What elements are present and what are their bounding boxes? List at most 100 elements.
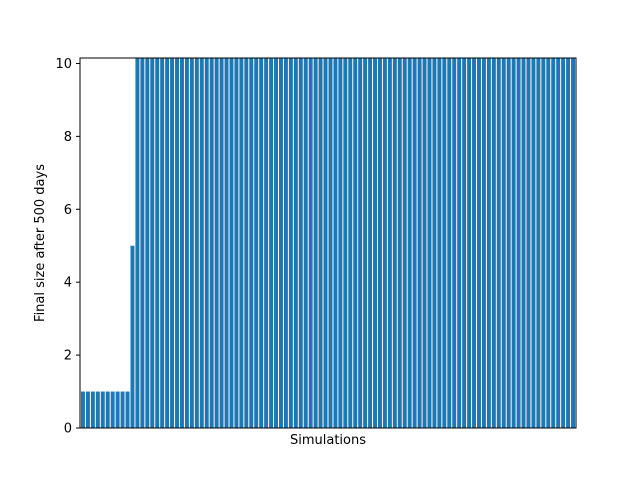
bar <box>298 58 303 428</box>
bar <box>85 391 90 428</box>
bar <box>274 58 278 428</box>
bar <box>80 391 85 428</box>
bar <box>293 58 298 428</box>
y-tick-label: 6 <box>64 203 72 218</box>
bar <box>110 391 115 428</box>
bar <box>95 391 100 428</box>
bar <box>541 58 546 428</box>
bar <box>189 58 194 428</box>
bar <box>462 58 467 428</box>
bar <box>179 58 184 428</box>
bar <box>447 58 452 428</box>
bar <box>125 391 130 428</box>
bar <box>219 58 224 428</box>
bar <box>234 58 239 428</box>
bar <box>145 58 150 428</box>
bar <box>521 58 526 428</box>
bar <box>328 58 333 428</box>
x-axis-label: Simulations <box>290 433 366 448</box>
bar <box>407 58 412 428</box>
bar <box>90 391 95 428</box>
bar <box>155 58 160 428</box>
bar <box>501 58 506 428</box>
bar <box>402 58 407 428</box>
bar <box>214 58 219 428</box>
bar <box>303 58 308 428</box>
bar <box>130 245 135 428</box>
bar <box>229 58 234 428</box>
bar <box>308 58 313 428</box>
y-axis-ticks: 0 2 4 6 8 10 <box>55 57 80 437</box>
bar <box>556 58 561 428</box>
y-tick-label: 10 <box>55 57 72 72</box>
bar <box>249 58 254 428</box>
bar <box>432 58 437 428</box>
bar <box>516 58 521 428</box>
bar <box>496 58 501 428</box>
bar <box>105 391 110 428</box>
bar <box>353 58 358 428</box>
bar <box>254 58 259 428</box>
bar <box>378 58 382 428</box>
bar <box>160 58 165 428</box>
y-tick-label: 4 <box>64 276 72 291</box>
bar <box>120 391 125 428</box>
bar <box>318 58 323 428</box>
bar <box>150 58 155 428</box>
bar <box>358 58 363 428</box>
bar <box>551 58 556 428</box>
bar <box>506 58 511 428</box>
bar <box>278 58 283 428</box>
bar <box>571 58 576 428</box>
bar <box>338 58 343 428</box>
bar <box>452 58 457 428</box>
bar <box>561 58 566 428</box>
bar <box>175 58 179 428</box>
bar <box>382 58 387 428</box>
bar <box>397 58 402 428</box>
bar <box>333 58 338 428</box>
bar <box>546 58 551 428</box>
bar <box>244 58 249 428</box>
bar <box>264 58 269 428</box>
bar <box>368 58 373 428</box>
bar <box>373 58 378 428</box>
bar <box>259 58 264 428</box>
bar <box>472 58 477 428</box>
bar <box>135 58 140 428</box>
bar <box>170 58 175 428</box>
y-tick-label: 2 <box>64 349 72 364</box>
bar <box>348 58 353 428</box>
bar <box>140 58 145 428</box>
bar <box>481 58 486 428</box>
bar <box>387 58 392 428</box>
bar <box>184 58 189 428</box>
bar <box>526 58 531 428</box>
bar <box>313 58 318 428</box>
bar <box>239 58 244 428</box>
bar <box>531 58 536 428</box>
bar <box>269 58 274 428</box>
bar <box>442 58 447 428</box>
bar <box>427 58 432 428</box>
bar <box>288 58 293 428</box>
bar <box>343 58 348 428</box>
bar <box>491 58 496 428</box>
bar <box>477 58 481 428</box>
bar <box>283 58 288 428</box>
bar <box>199 58 204 428</box>
bars-group <box>80 58 576 428</box>
bar <box>115 391 120 428</box>
bar <box>204 58 209 428</box>
bar <box>467 58 472 428</box>
bar <box>165 58 170 428</box>
bar <box>363 58 368 428</box>
y-axis-label: Final size after 500 days <box>33 164 48 322</box>
bar <box>412 58 417 428</box>
plot-frame <box>79 57 577 429</box>
bar <box>417 58 422 428</box>
bar <box>323 58 328 428</box>
bar <box>422 58 427 428</box>
bar <box>224 58 229 428</box>
